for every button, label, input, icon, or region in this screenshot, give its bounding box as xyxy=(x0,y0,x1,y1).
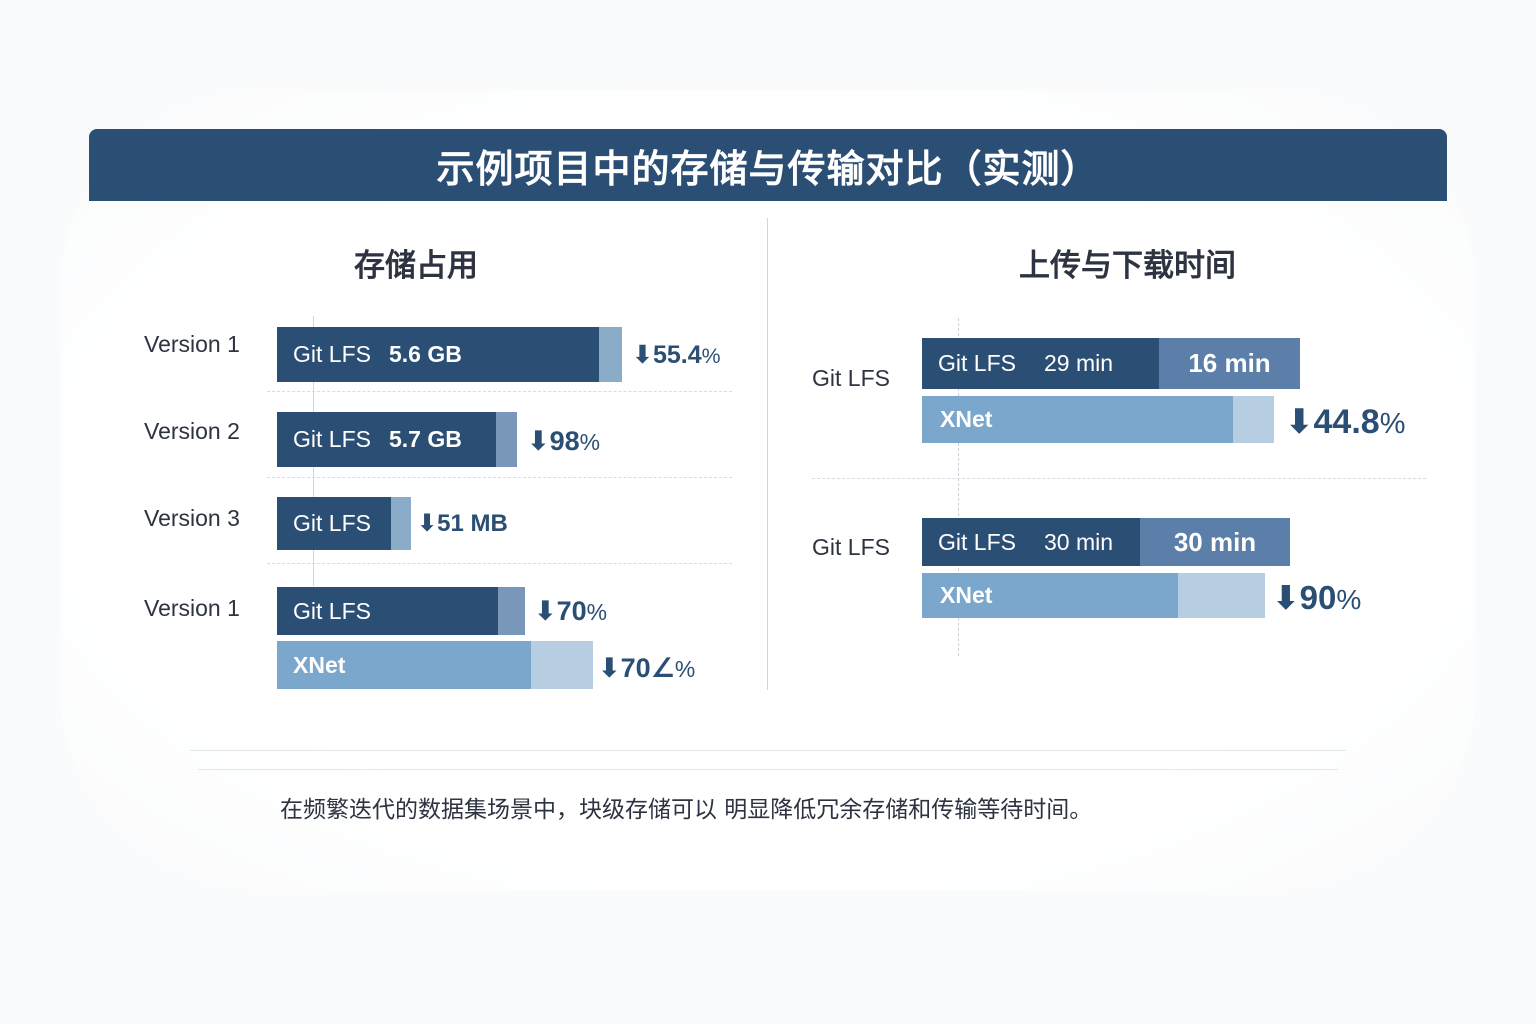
time-bar-segment: 16 min xyxy=(1159,338,1300,389)
footer-rule xyxy=(190,750,1346,751)
xnet-bar: XNet xyxy=(922,573,1178,618)
section-divider xyxy=(767,218,768,690)
bar-label: XNet xyxy=(940,582,993,608)
bar-value: 5.6 GB xyxy=(388,341,462,367)
down-arrow-icon: ⬇ xyxy=(1285,403,1314,441)
row-label: Version 1 xyxy=(144,331,240,357)
reduction-label: ⬇70% xyxy=(534,596,608,626)
reduction-label: ⬇55.4% xyxy=(632,341,721,369)
reduction-label: ⬇98% xyxy=(527,426,601,456)
down-arrow-icon: ⬇ xyxy=(417,510,438,537)
reduction-bar-segment xyxy=(599,327,622,382)
git-lfs-bar: Git LFS 5.7 GB xyxy=(277,412,496,467)
group-separator xyxy=(812,478,1426,479)
background-glow xyxy=(60,90,1476,890)
bar-label: XNet xyxy=(293,651,346,678)
bar-value: 5.7 GB xyxy=(388,426,462,452)
page-title: 示例项目中的存储与传输对比（实测） xyxy=(89,129,1447,201)
reduction-label: ⬇44.8% xyxy=(1285,403,1406,441)
xnet-bar: XNet xyxy=(277,641,531,689)
time-bar-segment: 30 min xyxy=(1140,518,1290,566)
reduction-label: ⬇70∠% xyxy=(598,653,696,683)
reduction-bar-segment xyxy=(531,641,593,689)
down-arrow-icon: ⬇ xyxy=(1272,579,1300,616)
reduction-bar-segment xyxy=(391,497,411,550)
git-lfs-bar: Git LFS 5.6 GB xyxy=(277,327,599,382)
bar-label: Git LFS xyxy=(293,597,371,624)
group-label: Git LFS xyxy=(812,534,890,560)
row-separator xyxy=(267,477,732,478)
bar-label: Git LFS xyxy=(293,510,371,536)
reduction-bar-segment xyxy=(1178,573,1265,618)
storage-section-title: 存储占用 xyxy=(354,248,478,284)
bar-label: Git LFS xyxy=(293,426,371,452)
caption: 在频繁迭代的数据集场景中，块级存储可以 明显降低冗余存储和传输等待时间。 xyxy=(280,797,1093,823)
git-lfs-bar: Git LFS 30 min xyxy=(922,518,1140,566)
bar-label: Git LFS xyxy=(938,350,1016,376)
row-label: Version 3 xyxy=(144,505,240,531)
transfer-axis-line xyxy=(958,318,959,656)
footer-rule xyxy=(198,769,1338,770)
down-arrow-icon: ⬇ xyxy=(598,653,621,683)
transfer-section-title: 上传与下载时间 xyxy=(1019,248,1236,284)
bar-label: Git LFS xyxy=(938,528,1016,555)
reduction-label: ⬇51 MB xyxy=(417,510,508,537)
reduction-bar-segment xyxy=(496,412,517,467)
row-separator xyxy=(267,391,732,392)
xnet-bar: XNet xyxy=(922,396,1233,443)
bar-value: 29 min xyxy=(1043,350,1114,376)
reduction-label: ⬇90% xyxy=(1272,579,1362,616)
group-label: Git LFS xyxy=(812,365,890,391)
down-arrow-icon: ⬇ xyxy=(632,341,653,369)
git-lfs-bar: Git LFS 29 min xyxy=(922,338,1159,389)
bar-value: 30 min xyxy=(1043,528,1114,555)
row-label: Version 1 xyxy=(144,595,240,621)
row-separator xyxy=(267,563,732,564)
reduction-bar-segment xyxy=(1233,396,1274,443)
bar-label: XNet xyxy=(940,406,993,432)
row-label: Version 2 xyxy=(144,418,240,444)
down-arrow-icon: ⬇ xyxy=(527,426,550,456)
bar-label: Git LFS xyxy=(293,341,371,367)
reduction-bar-segment xyxy=(498,587,525,635)
down-arrow-icon: ⬇ xyxy=(534,596,557,626)
git-lfs-bar: Git LFS xyxy=(277,587,498,635)
git-lfs-bar: Git LFS xyxy=(277,497,391,550)
